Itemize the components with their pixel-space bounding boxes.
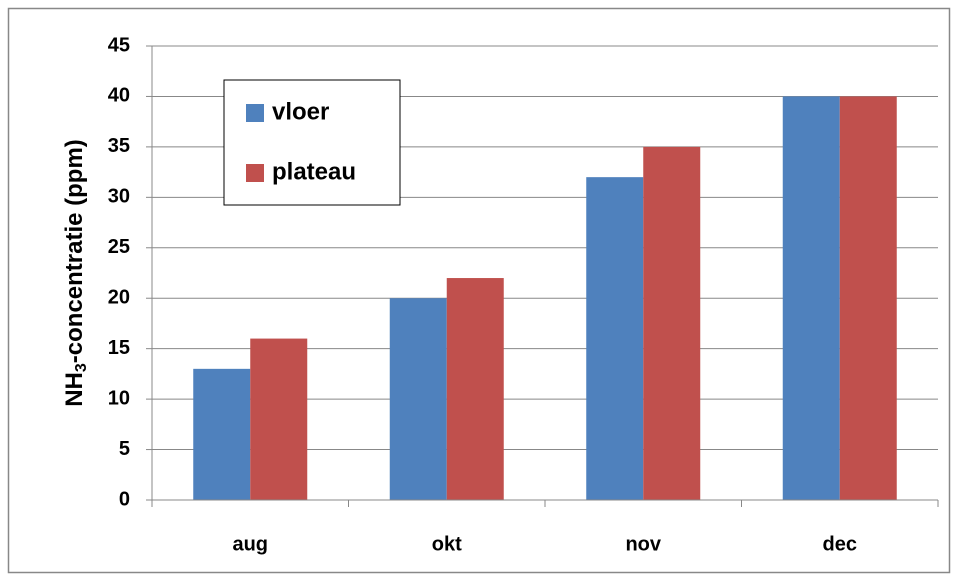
bar: [446, 278, 504, 500]
bar: [782, 96, 840, 500]
x-tick-label: aug: [232, 533, 268, 555]
legend-swatch: [246, 164, 264, 182]
y-tick-label: 45: [108, 34, 130, 56]
y-axis-label: NH3-concentratie (ppm): [61, 139, 90, 407]
legend-box: [223, 79, 401, 206]
legend-swatch: [246, 104, 264, 122]
legend-label: plateau: [272, 158, 356, 185]
y-tick-label: 20: [108, 287, 130, 309]
bar: [586, 177, 644, 500]
y-tick-label: 0: [119, 488, 130, 510]
y-tick-label: 15: [108, 337, 130, 359]
y-tick-label: 10: [108, 387, 130, 409]
bar: [839, 96, 897, 500]
x-tick-label: dec: [823, 533, 857, 555]
y-tick-label: 35: [108, 135, 130, 157]
bar: [193, 368, 251, 500]
y-tick-label: 5: [119, 438, 130, 460]
bar: [643, 146, 701, 500]
legend-label: vloer: [272, 98, 329, 125]
y-tick-label: 30: [108, 186, 130, 208]
x-tick-label: nov: [625, 533, 661, 555]
bar: [250, 338, 308, 500]
y-tick-label: 25: [108, 236, 130, 258]
y-tick-label: 40: [108, 85, 130, 107]
bar: [389, 298, 447, 500]
x-tick-label: okt: [432, 533, 462, 555]
